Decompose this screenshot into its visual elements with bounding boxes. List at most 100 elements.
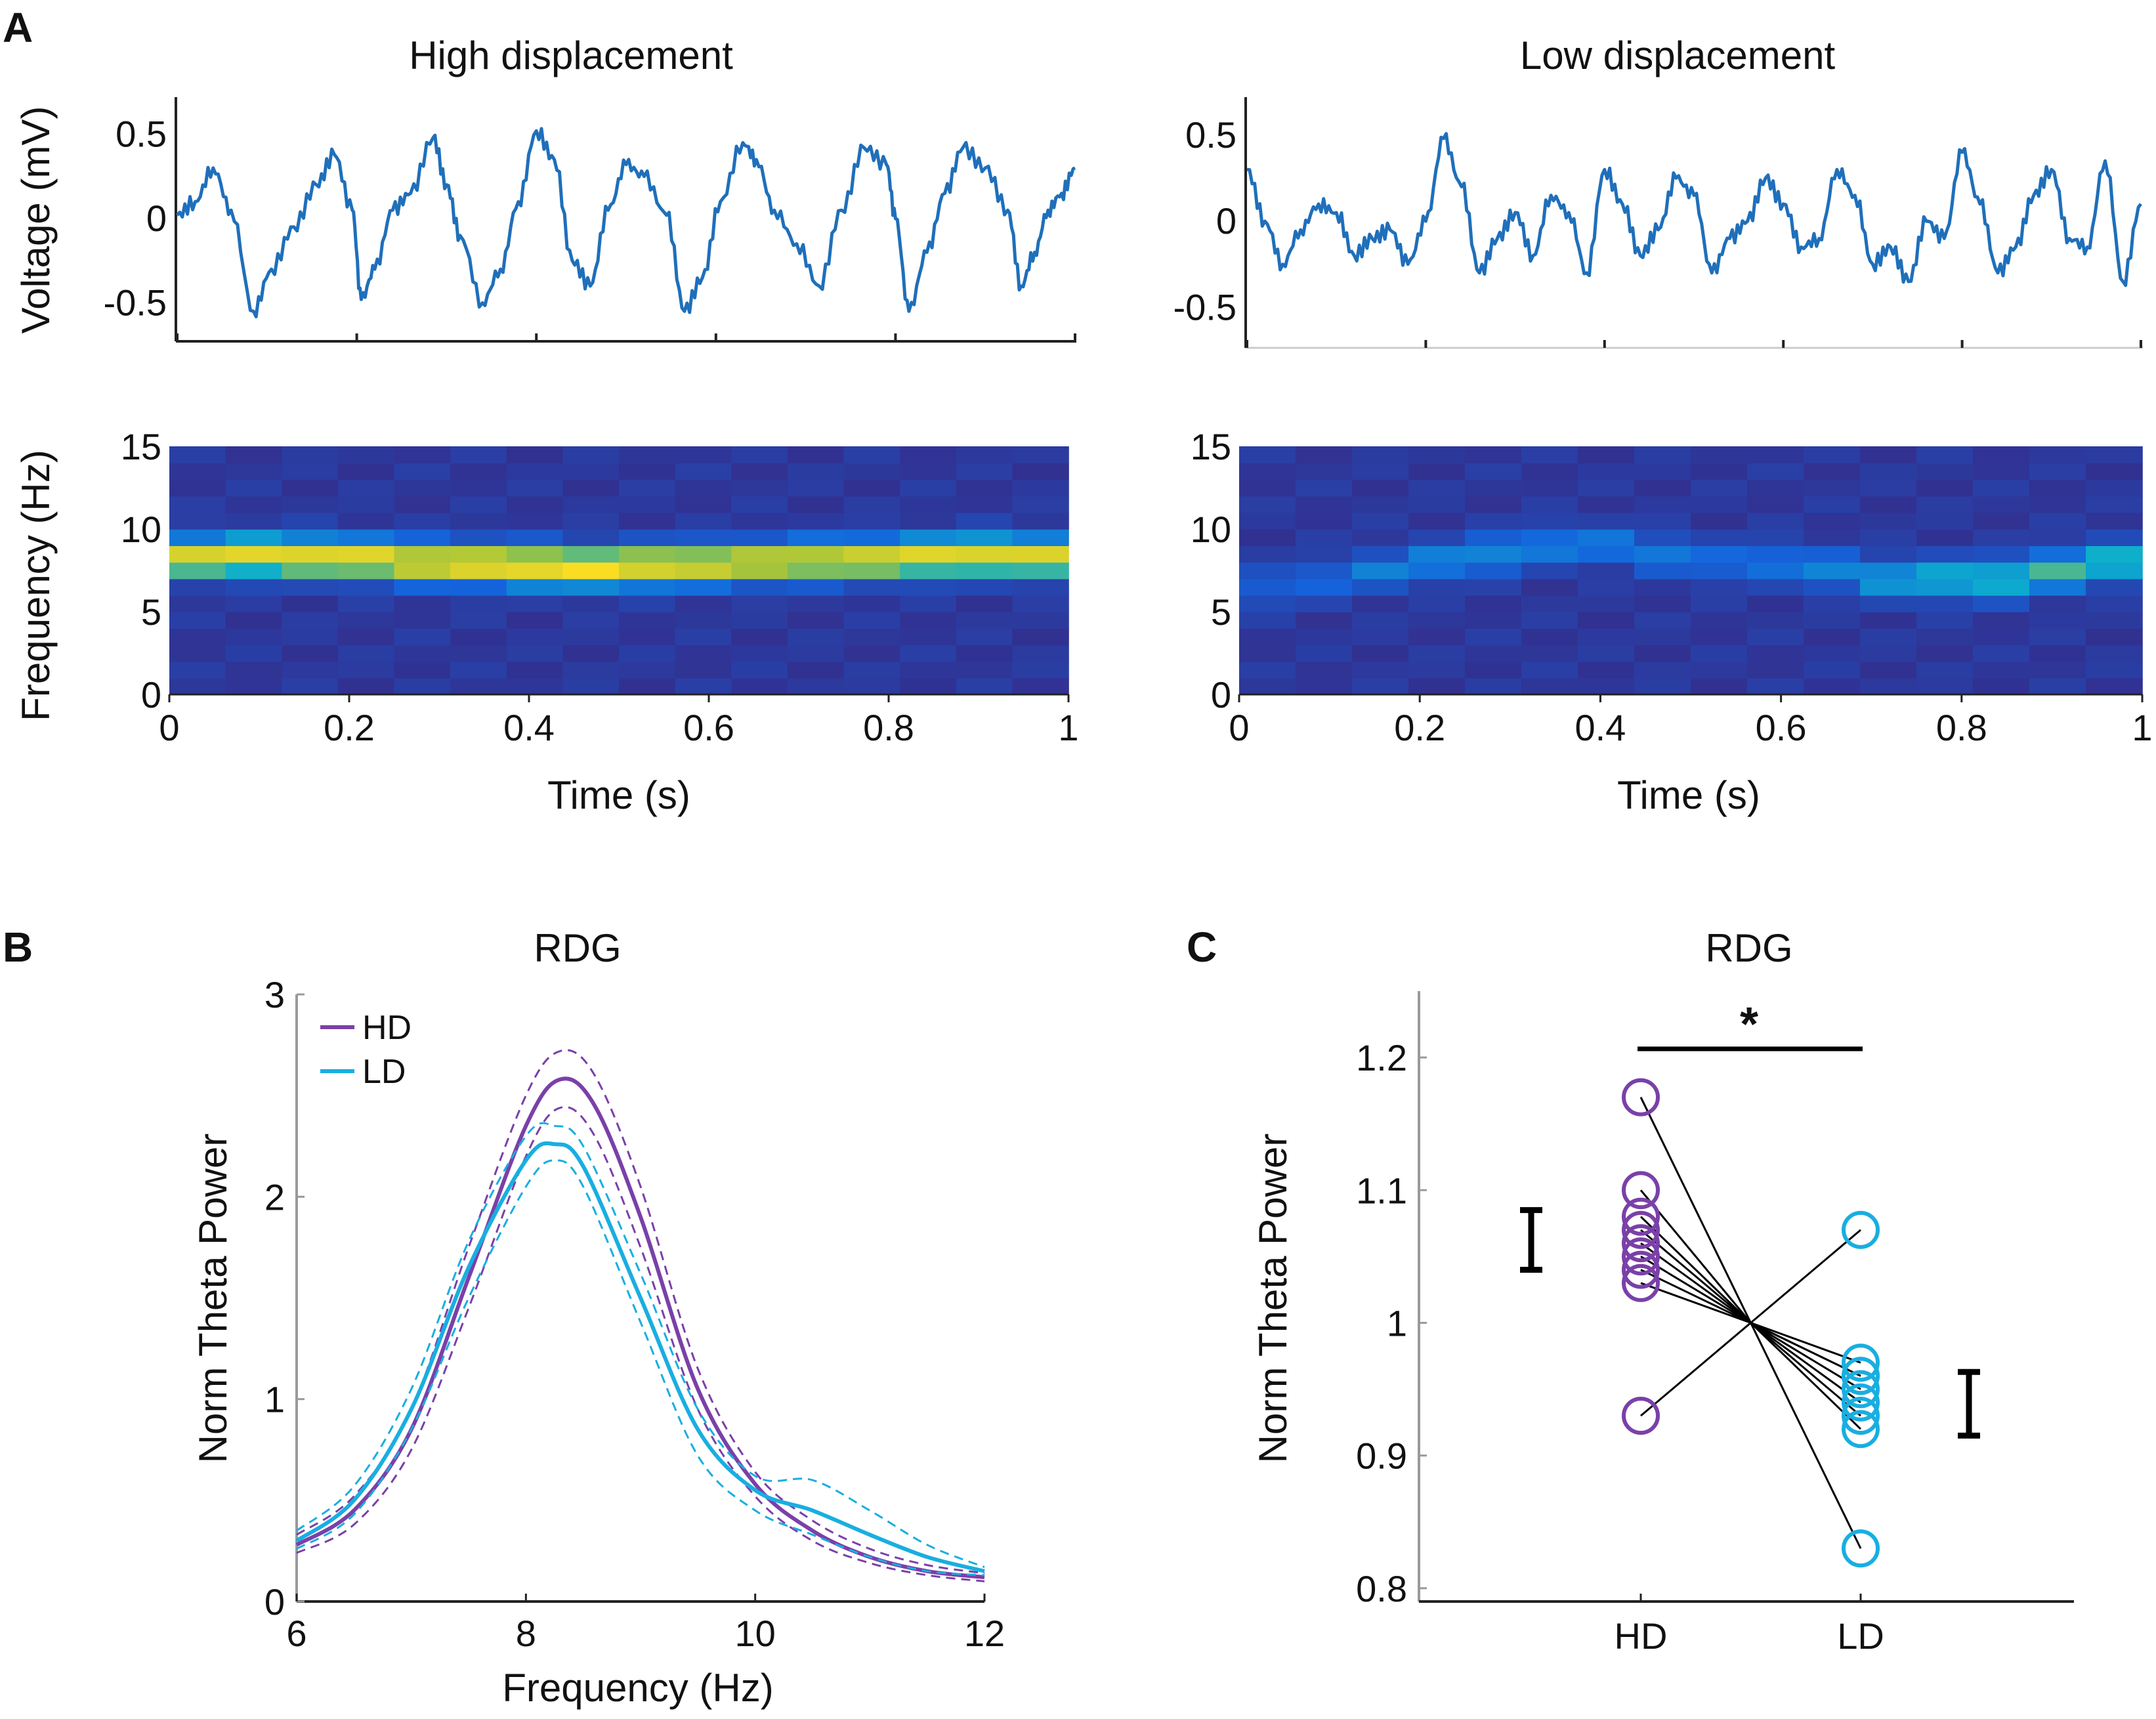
spectrogram-cell [2086,677,2143,695]
spectrogram-cell [1860,595,1917,612]
spectrogram-cell [450,661,507,679]
spectrogram-cell [2029,562,2086,580]
spectrogram-cell [900,677,957,695]
x-tick-label: 10 [735,1613,776,1654]
y-tick-label: 0.8 [1356,1568,1407,1609]
spectrogram-cell [1465,463,1522,480]
y-tick-label: 2 [264,1176,285,1218]
legend: HD LD [320,1009,412,1091]
data-point-hd [1622,1078,1660,1116]
spectrogram-cell [787,578,845,596]
spectrogram-cell [562,628,620,646]
spectrogram-cell [843,529,900,546]
spectrogram-cell [450,612,507,629]
spectrogram-cell [1973,562,2030,580]
spectrogram-cell [1634,512,1691,530]
panel-letter-b: B [3,923,33,971]
spectrogram-cell [562,463,620,480]
spectrogram-cell [619,562,676,580]
spectrogram-cell [900,562,957,580]
spectrogram-cell [1408,562,1466,580]
spectrogram-cell [1521,661,1578,679]
spectrogram-cell [337,677,395,695]
spectrogram-cell [1239,529,1296,546]
spectrogram-cell [2086,545,2143,563]
spectrogram-cell [169,479,226,497]
spectrogram-cell [843,628,900,646]
spectrogram-cell [394,529,451,546]
spectrogram-cell [1521,562,1578,580]
spectrogram-cell [450,628,507,646]
spectrogram-cell [1352,612,1409,629]
spectrogram-cell [450,677,507,695]
spectrogram-cell [1804,578,1861,596]
spectrogram-cell [1239,545,1296,563]
spectrogram-cell [1973,463,2030,480]
spectrogram-cell [1691,545,1748,563]
y-tick-label: 1 [1387,1302,1407,1344]
spectrogram-cell [1691,578,1748,596]
spectrogram-cell [900,496,957,513]
spectrogram-cell [225,529,282,546]
spectrogram-cell [731,595,788,612]
spectrogram-cell [787,545,845,563]
spectrogram-cell [562,512,620,530]
spectrogram-cells-high [169,446,1069,695]
spectrogram-cell [1012,496,1069,513]
plot-title: RDG [534,926,621,970]
x-tick-label: 0.6 [1756,707,1807,748]
x-tick-label: 0.8 [863,707,914,748]
spectrogram-cell [787,628,845,646]
spectrogram-cell [282,661,339,679]
spectrogram-cell [1408,612,1466,629]
spectrogram-cell [169,512,226,530]
spectrogram-cell [843,496,900,513]
legend-label-ld: LD [362,1053,406,1091]
spectrogram-cell [1747,677,1804,695]
spectrogram-cells-low [1239,446,2143,695]
spectrogram-cell [843,446,900,463]
spectrogram-cell [1691,512,1748,530]
spectrogram-cell [506,463,564,480]
spectrogram-cell [1747,529,1804,546]
spectrogram-cell [1916,595,1974,612]
spectrogram-cell [731,562,788,580]
spectrogram-low: 0 5 10 15 0 0.2 0.4 0.6 0.8 1 Time (s) [1191,426,2153,817]
spectrogram-cell [1747,512,1804,530]
spectrogram-cell [1804,463,1861,480]
spectrogram-cell [1012,595,1069,612]
spectrogram-cell [282,512,339,530]
x-tick-label: 0 [159,707,179,748]
spectrogram-cell [2029,595,2086,612]
spectrogram-cell [1973,446,2030,463]
spectrogram-cell [169,545,226,563]
spectrogram-cell [1408,479,1466,497]
spectrogram-cell [1691,529,1748,546]
spectrogram-cell [1691,562,1748,580]
spectrogram-cell [225,463,282,480]
spectrogram-cell [1239,612,1296,629]
spectrogram-cell [1804,446,1861,463]
y-axis-label: Norm Theta Power [191,1134,235,1463]
spectrogram-cell [2029,463,2086,480]
trace-plot-high: High displacement -0.5 0 0.5 Voltage (mV) [14,33,1076,343]
spectrogram-cell [1916,446,1974,463]
spectrogram-cell [506,578,564,596]
spectrogram-cell [169,628,226,646]
spectrogram-cell [1408,595,1466,612]
spectrogram-cell [562,645,620,662]
spectrogram-cell [337,578,395,596]
spectrogram-cell [225,677,282,695]
spectrogram-cell [731,612,788,629]
spectrogram-cell [1973,545,2030,563]
spectrogram-cell [1860,612,1917,629]
spectrogram-cell [2029,512,2086,530]
spectrogram-cell [1296,496,1353,513]
spectrogram-cell [169,446,226,463]
spectrogram-cell [506,545,564,563]
spectrogram-cell [1916,645,1974,662]
spectrogram-cell [675,562,732,580]
spectrogram-cell [956,446,1013,463]
spectrogram-cell [1352,645,1409,662]
spectrogram-cell [1408,661,1466,679]
